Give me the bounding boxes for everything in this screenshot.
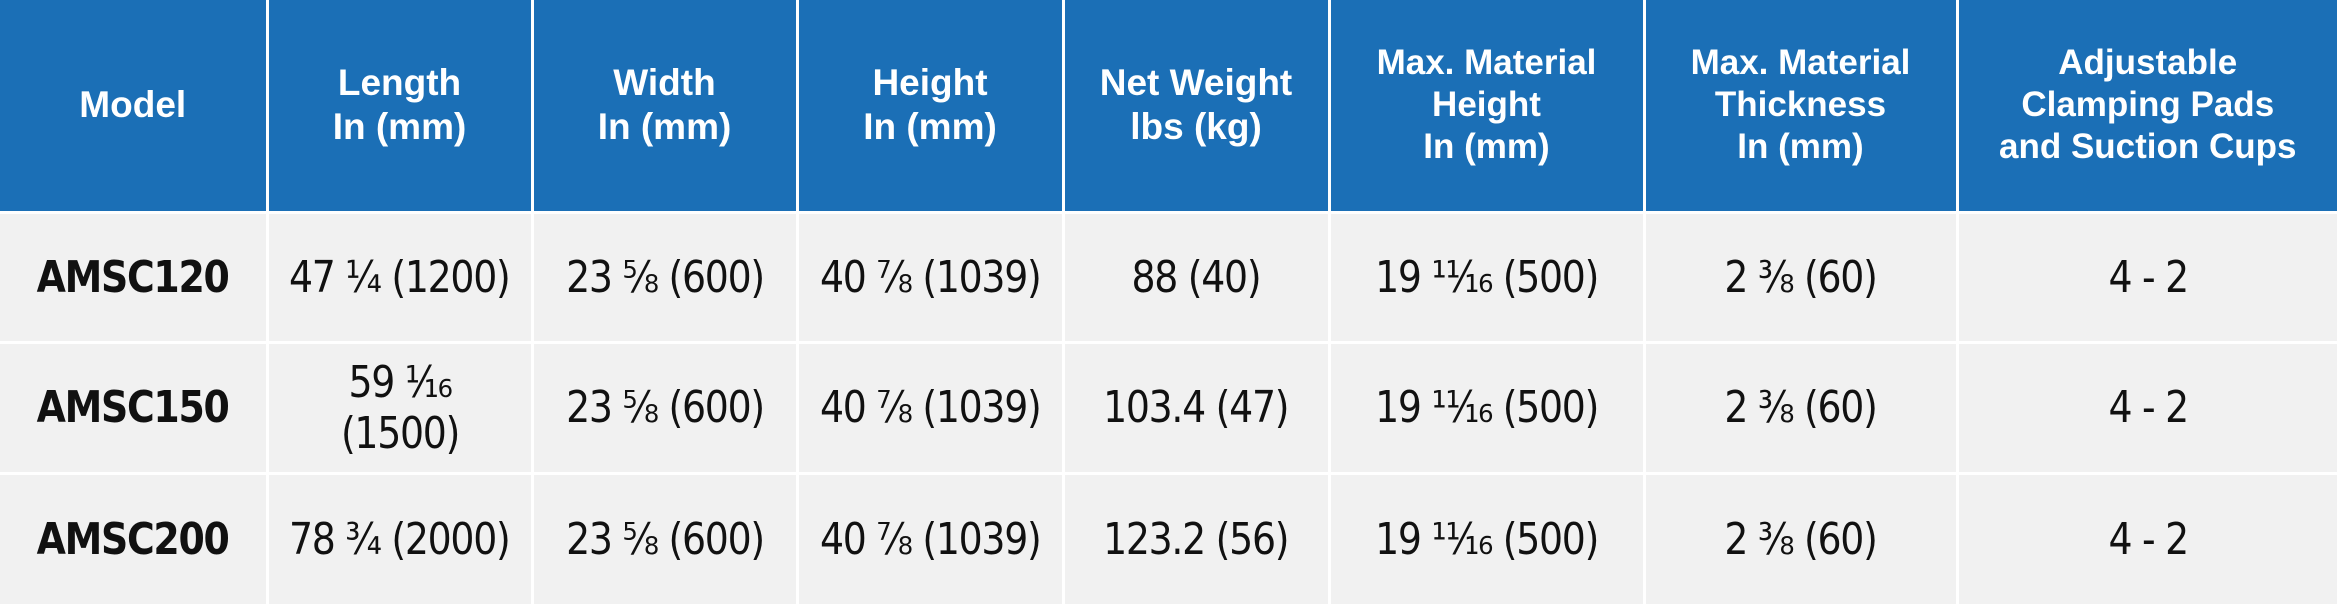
header-cell: Net Weight lbs (kg)	[1064, 0, 1328, 211]
header-text: In (mm)	[863, 106, 997, 148]
header-text: Max. Material	[1376, 43, 1597, 83]
header-text: and Suction Cups	[1999, 127, 2297, 167]
model-name: AMSC120	[36, 251, 230, 303]
cell-text: 19 ¹¹⁄₁₆ (500)	[1375, 251, 1599, 303]
header-text: lbs (kg)	[1130, 106, 1262, 148]
header-text: In (mm)	[1737, 127, 1864, 167]
table-cell: 40 ⅞ (1039)	[798, 213, 1062, 341]
header-cell: Model	[0, 0, 266, 211]
table-cell: 4 - 2	[1958, 474, 2337, 604]
table-cell: 23 ⅝ (600)	[533, 343, 796, 472]
header-text: Net Weight	[1099, 61, 1293, 103]
header-text: Max. Material	[1690, 43, 1911, 83]
header-text: Height	[872, 61, 988, 103]
header-text: Model	[79, 84, 187, 126]
cell-text: 4 - 2	[2108, 513, 2189, 565]
header-text: Width	[613, 61, 716, 103]
cell-text: 59 ¹⁄₁₆ (1500)	[340, 356, 459, 459]
table-cell: 4 - 2	[1958, 213, 2337, 341]
header-text: Adjustable	[2058, 43, 2238, 83]
table-cell: 103.4 (47)	[1064, 343, 1328, 472]
table-cell: 78 ¾ (2000)	[268, 474, 531, 604]
cell-text: 2 ⅜ (60)	[1724, 513, 1877, 565]
table-cell: 19 ¹¹⁄₁₆ (500)	[1330, 343, 1643, 472]
header-text: Length	[337, 61, 462, 103]
table-cell: 19 ¹¹⁄₁₆ (500)	[1330, 213, 1643, 341]
table-cell: 2 ⅜ (60)	[1645, 213, 1956, 341]
header-cell: Max. Material Height In (mm)	[1330, 0, 1643, 211]
cell-text: 88 (40)	[1131, 251, 1262, 303]
header-cell: Length In (mm)	[268, 0, 531, 211]
cell-text: 4 - 2	[2108, 382, 2189, 433]
table-cell: 88 (40)	[1064, 213, 1328, 341]
header-text: Clamping Pads	[2021, 85, 2275, 125]
table-cell: 2 ⅜ (60)	[1645, 343, 1956, 472]
header-cell: Width In (mm)	[533, 0, 796, 211]
cell-text: 19 ¹¹⁄₁₆ (500)	[1375, 382, 1599, 433]
model-name: AMSC150	[36, 382, 230, 433]
header-text: In (mm)	[597, 106, 732, 148]
table-cell: 23 ⅝ (600)	[533, 474, 796, 604]
cell-text: 123.2 (56)	[1103, 513, 1289, 565]
header-cell: Height In (mm)	[798, 0, 1062, 211]
table-cell: AMSC150	[0, 343, 266, 472]
cell-text: 103.4 (47)	[1103, 382, 1289, 433]
table-cell: AMSC120	[0, 213, 266, 341]
table-cell: AMSC200	[0, 474, 266, 604]
header-text: In (mm)	[332, 106, 467, 148]
cell-text: 2 ⅜ (60)	[1724, 251, 1877, 303]
table-cell: 40 ⅞ (1039)	[798, 343, 1062, 472]
header-text: Height	[1432, 85, 1541, 125]
header-cell: Adjustable Clamping Pads and Suction Cups	[1958, 0, 2337, 211]
table-cell: 40 ⅞ (1039)	[798, 474, 1062, 604]
header-text: Thickness	[1714, 85, 1887, 125]
cell-text: 23 ⅝ (600)	[565, 513, 765, 565]
table-cell: 2 ⅜ (60)	[1645, 474, 1956, 604]
table-cell: 123.2 (56)	[1064, 474, 1328, 604]
table-cell: 19 ¹¹⁄₁₆ (500)	[1330, 474, 1643, 604]
cell-text: 40 ⅞ (1039)	[819, 513, 1042, 565]
table-cell: 47 ¼ (1200)	[268, 213, 531, 341]
model-name: AMSC200	[36, 513, 230, 565]
cell-text: 78 ¾ (2000)	[289, 513, 511, 565]
table-cell: 59 ¹⁄₁₆ (1500)	[268, 343, 531, 472]
header-cell: Max. Material Thickness In (mm)	[1645, 0, 1956, 211]
cell-text: 47 ¼ (1200)	[289, 251, 511, 303]
cell-text: 19 ¹¹⁄₁₆ (500)	[1375, 513, 1599, 565]
cell-text: 4 - 2	[2108, 251, 2189, 303]
cell-text: 40 ⅞ (1039)	[819, 382, 1042, 433]
cell-text: 23 ⅝ (600)	[565, 382, 765, 433]
header-text: In (mm)	[1423, 127, 1550, 167]
table-cell: 4 - 2	[1958, 343, 2337, 472]
cell-text: 23 ⅝ (600)	[565, 251, 765, 303]
table-cell: 23 ⅝ (600)	[533, 213, 796, 341]
cell-text: 2 ⅜ (60)	[1724, 382, 1877, 433]
cell-text: 40 ⅞ (1039)	[819, 251, 1042, 303]
